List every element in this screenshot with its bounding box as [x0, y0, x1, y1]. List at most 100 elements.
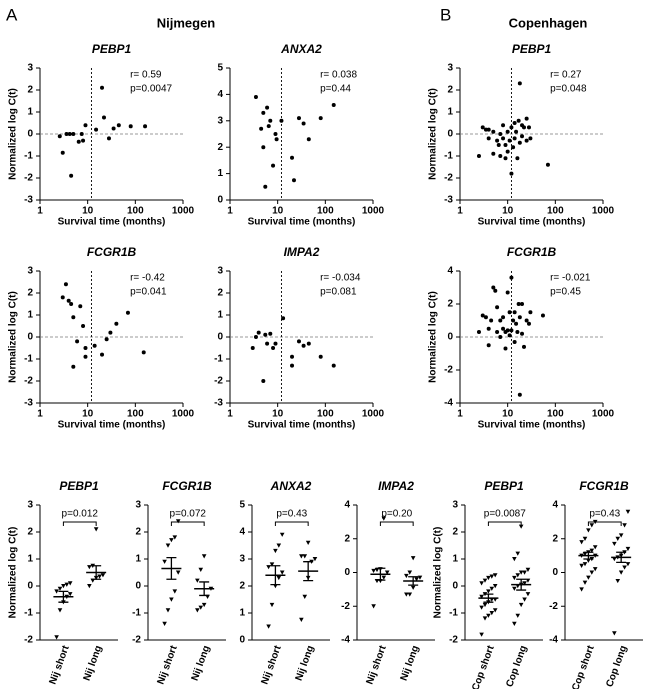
point [256, 330, 261, 335]
y-tick-label: -3 [24, 195, 33, 206]
point [162, 559, 167, 564]
x-tick-label: Nij short [259, 644, 283, 687]
bracket [379, 521, 414, 526]
x-tick-label: 1 [457, 206, 463, 217]
point [501, 326, 506, 331]
point [486, 343, 491, 348]
point [268, 118, 273, 123]
point [290, 155, 295, 160]
error-bar [166, 557, 177, 580]
x-tick-label: 1 [37, 409, 43, 420]
point [92, 343, 97, 348]
point [486, 326, 491, 331]
point [67, 132, 72, 136]
point [61, 584, 66, 589]
point [97, 574, 102, 579]
point [498, 318, 503, 323]
point [509, 328, 514, 333]
y-tick-label: -1 [24, 608, 33, 619]
x-tick-label: Cop short [570, 644, 597, 689]
x-tick-label: 1 [457, 409, 463, 420]
point [509, 171, 514, 176]
point [582, 562, 588, 567]
y-tick-label: 3 [217, 115, 223, 126]
point [273, 132, 278, 136]
point [296, 116, 301, 121]
point [582, 580, 588, 585]
annotation: p=0.012 [62, 509, 99, 520]
y-tick-label: 5 [217, 63, 223, 74]
point [498, 132, 503, 136]
x-tick-label: 100 [317, 206, 334, 217]
x-tick-label: Nij short [47, 644, 71, 687]
y-tick-label: 1 [217, 168, 223, 179]
point [509, 275, 514, 280]
point [64, 582, 70, 587]
point [545, 162, 550, 167]
point [540, 313, 545, 318]
point [305, 540, 311, 545]
point [143, 124, 148, 129]
annotation: r= -0.034 [320, 273, 361, 284]
x-tick-label: 10 [272, 206, 284, 217]
point [76, 139, 81, 144]
point [201, 554, 207, 559]
y-tick-label: -2 [549, 601, 558, 612]
point [522, 597, 527, 602]
point [514, 129, 519, 134]
x-tick-label: 100 [547, 409, 564, 420]
point [318, 354, 323, 359]
point [579, 587, 584, 592]
point [589, 548, 595, 553]
point [404, 592, 409, 597]
point [618, 570, 624, 575]
point [492, 608, 498, 613]
point [517, 315, 522, 320]
x-tick-label: 10 [82, 409, 94, 420]
chart-title: FCGR1B [87, 245, 137, 259]
point [381, 516, 387, 521]
point [54, 589, 59, 594]
point [511, 145, 516, 150]
x-tick-label: 10 [272, 409, 284, 420]
annotation: p=0.072 [170, 509, 207, 520]
point [69, 173, 74, 178]
y-tick-label: -3 [444, 195, 453, 206]
chart-title: FCGR1B [162, 479, 212, 493]
y-tick-label: 2 [447, 85, 453, 96]
point [516, 302, 521, 306]
point [622, 523, 627, 528]
point [579, 540, 584, 545]
annotation: p=0.43 [276, 509, 307, 520]
point [63, 282, 68, 287]
point [274, 137, 279, 142]
point [169, 597, 174, 602]
point [526, 125, 531, 130]
point [198, 605, 204, 610]
point [165, 608, 171, 613]
y-tick-label: 4 [447, 266, 453, 277]
point [198, 567, 204, 572]
y-tick-label: 2 [27, 85, 33, 96]
y-tick-label: -2 [24, 376, 33, 387]
point [318, 116, 323, 121]
point [520, 331, 525, 336]
y-tick-label: 2 [344, 533, 350, 544]
point [480, 125, 485, 130]
point [486, 613, 491, 618]
point [108, 330, 113, 335]
y-axis-label: Normalized log C(t) [428, 291, 439, 383]
y-tick-label: -1 [214, 354, 223, 365]
point [512, 621, 517, 626]
annotation: r= 0.27 [550, 70, 582, 81]
point [169, 538, 174, 543]
point [67, 581, 73, 586]
chart-title: FCGR1B [507, 245, 557, 259]
y-tick-label: 1 [217, 310, 223, 321]
y-tick-label: 4 [552, 500, 558, 511]
y-tick-label: 1 [27, 554, 33, 565]
y-tick-label: 0 [452, 581, 458, 592]
point [301, 343, 306, 348]
x-tick-label: Nij long [294, 644, 317, 682]
y-tick-label: 0 [344, 567, 350, 578]
